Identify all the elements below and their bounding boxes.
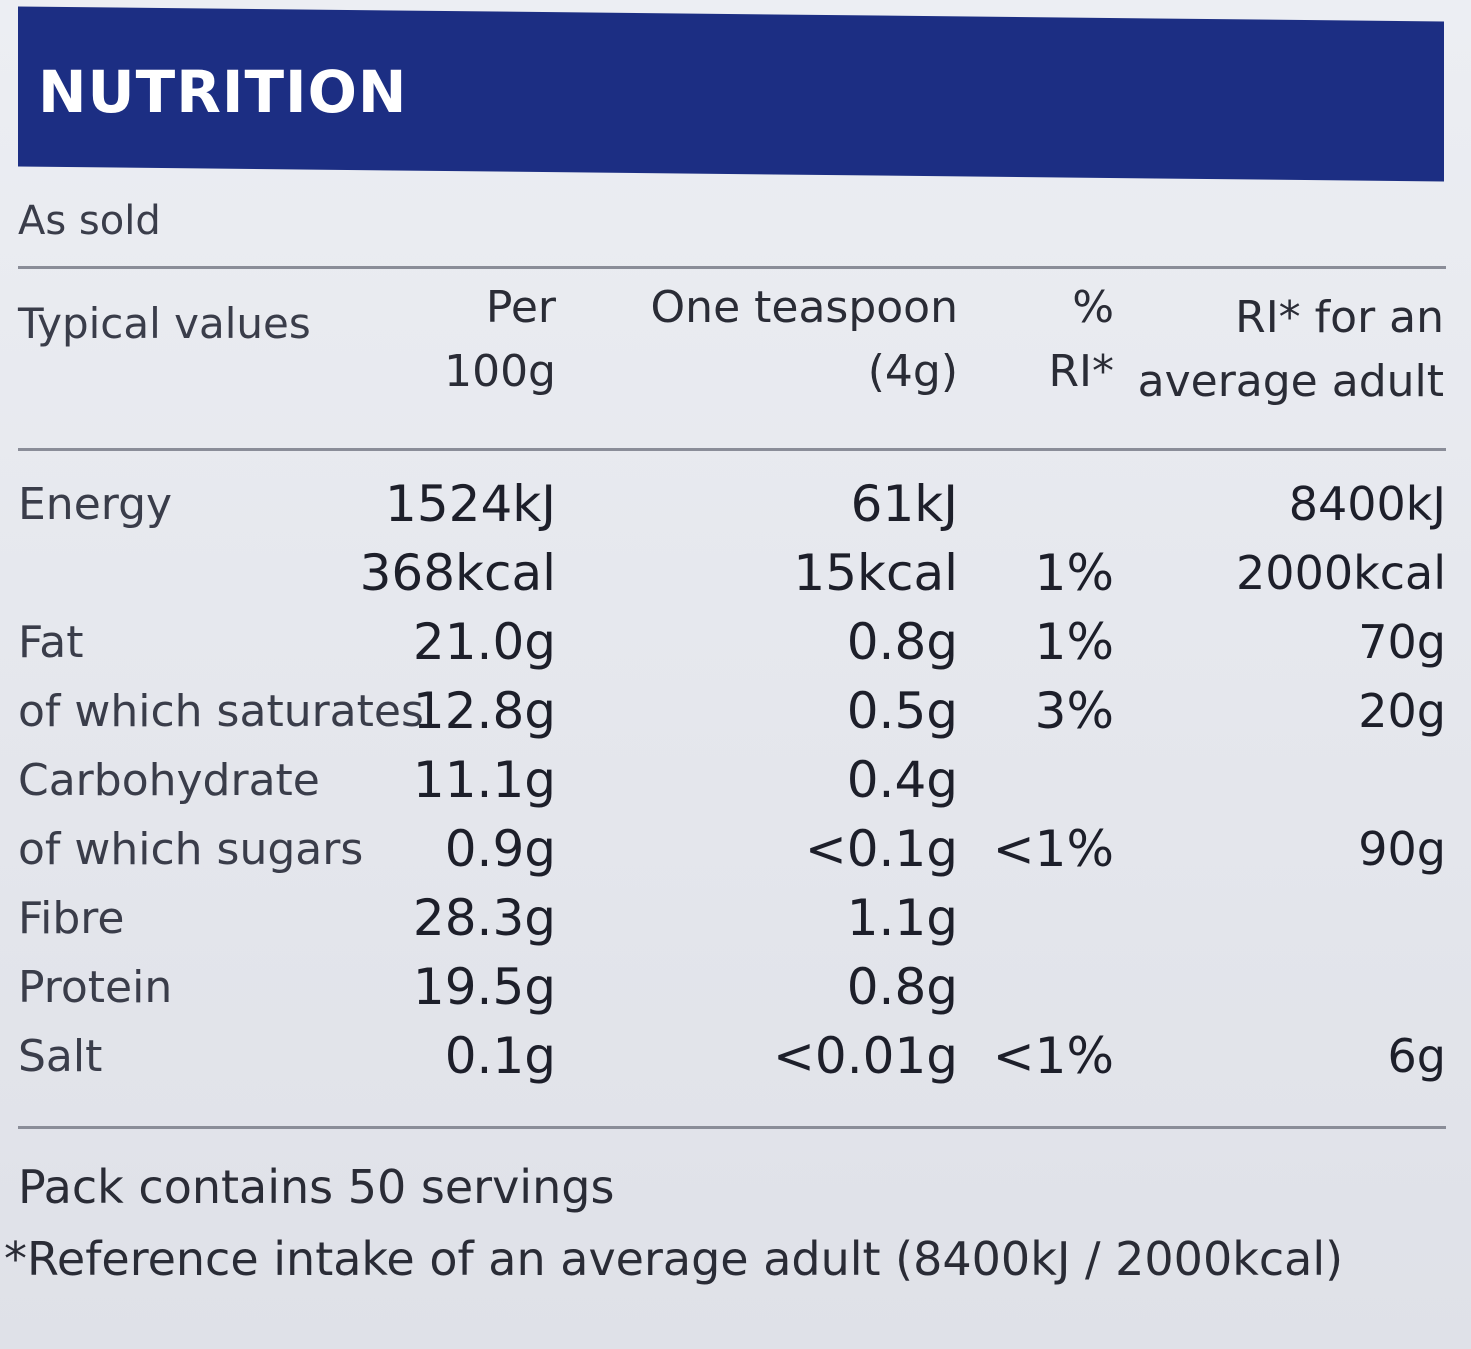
row-teaspoon: 61kJ: [850, 475, 958, 533]
header-percent-ri: % RI*: [994, 276, 1114, 404]
row-name: of which sugars: [18, 824, 364, 875]
banner-title: NUTRITION: [38, 58, 408, 126]
row-percent: 1%: [1034, 544, 1114, 602]
row-percent: <1%: [992, 1027, 1114, 1085]
row-percent: 3%: [1034, 682, 1114, 740]
row-teaspoon: 1.1g: [846, 889, 958, 947]
row-name: Fat: [18, 617, 84, 668]
row-ri: 20g: [1358, 684, 1446, 738]
header-tsp-line2: (4g): [867, 346, 958, 397]
divider-header: [18, 448, 1446, 451]
row-name: Fibre: [18, 893, 125, 944]
row-ri: 6g: [1387, 1029, 1446, 1083]
as-sold-label: As sold: [18, 198, 161, 244]
table-row: Fibre 28.3g 1.1g: [0, 884, 1471, 953]
row-name: of which saturates: [18, 686, 424, 737]
row-ri: 70g: [1358, 615, 1446, 669]
row-per100: 12.8g: [412, 682, 556, 740]
row-teaspoon: 15kcal: [793, 544, 958, 602]
header-pct-line2: RI*: [1048, 346, 1114, 397]
table-row: Energy 1524kJ 61kJ 8400kJ: [0, 470, 1471, 539]
header-typical-values: Typical values: [18, 299, 311, 348]
reference-intake-note: *Reference intake of an average adult (8…: [4, 1232, 1344, 1286]
nutrition-table: Energy 1524kJ 61kJ 8400kJ 368kcal 15kcal…: [0, 470, 1471, 1091]
row-teaspoon: 0.4g: [846, 751, 958, 809]
row-percent: 1%: [1034, 613, 1114, 671]
header-teaspoon: One teaspoon (4g): [538, 276, 958, 404]
header-per-line2: 100g: [444, 346, 556, 397]
servings-note: Pack contains 50 servings: [18, 1160, 615, 1214]
row-teaspoon: 0.5g: [846, 682, 958, 740]
table-row: of which sugars 0.9g <0.1g <1% 90g: [0, 815, 1471, 884]
row-per100: 0.1g: [444, 1027, 556, 1085]
header-ri-adult: RI* for an average adult: [1124, 286, 1444, 414]
header-per-100g: Per 100g: [356, 276, 556, 404]
row-name: Carbohydrate: [18, 755, 320, 806]
row-name: Energy: [18, 479, 173, 530]
row-teaspoon: 0.8g: [846, 613, 958, 671]
row-teaspoon: <0.01g: [773, 1027, 958, 1085]
row-per100: 28.3g: [412, 889, 556, 947]
row-name: Protein: [18, 962, 173, 1013]
header-ri-line2: average adult: [1137, 356, 1444, 407]
row-percent: <1%: [992, 820, 1114, 878]
table-row: Protein 19.5g 0.8g: [0, 953, 1471, 1022]
row-name: Salt: [18, 1031, 103, 1082]
table-row: Salt 0.1g <0.01g <1% 6g: [0, 1022, 1471, 1091]
table-row: Fat 21.0g 0.8g 1% 70g: [0, 608, 1471, 677]
table-row: of which saturates 12.8g 0.5g 3% 20g: [0, 677, 1471, 746]
row-teaspoon: <0.1g: [804, 820, 958, 878]
header-pct-line1: %: [1072, 282, 1114, 333]
header-tsp-line1: One teaspoon: [650, 282, 958, 333]
row-per100: 0.9g: [444, 820, 556, 878]
row-ri: 2000kcal: [1236, 546, 1446, 600]
divider-top: [18, 266, 1446, 269]
table-row: 368kcal 15kcal 1% 2000kcal: [0, 539, 1471, 608]
row-teaspoon: 0.8g: [846, 958, 958, 1016]
row-per100: 11.1g: [412, 751, 556, 809]
row-per100: 19.5g: [412, 958, 556, 1016]
row-per100: 1524kJ: [385, 475, 556, 533]
row-ri: 8400kJ: [1288, 477, 1446, 531]
divider-bottom: [18, 1126, 1446, 1129]
row-per100: 21.0g: [412, 613, 556, 671]
row-ri: 90g: [1358, 822, 1446, 876]
row-per100: 368kcal: [359, 544, 556, 602]
header-per-line1: Per: [485, 282, 556, 333]
table-row: Carbohydrate 11.1g 0.4g: [0, 746, 1471, 815]
header-ri-line1: RI* for an: [1235, 292, 1444, 343]
